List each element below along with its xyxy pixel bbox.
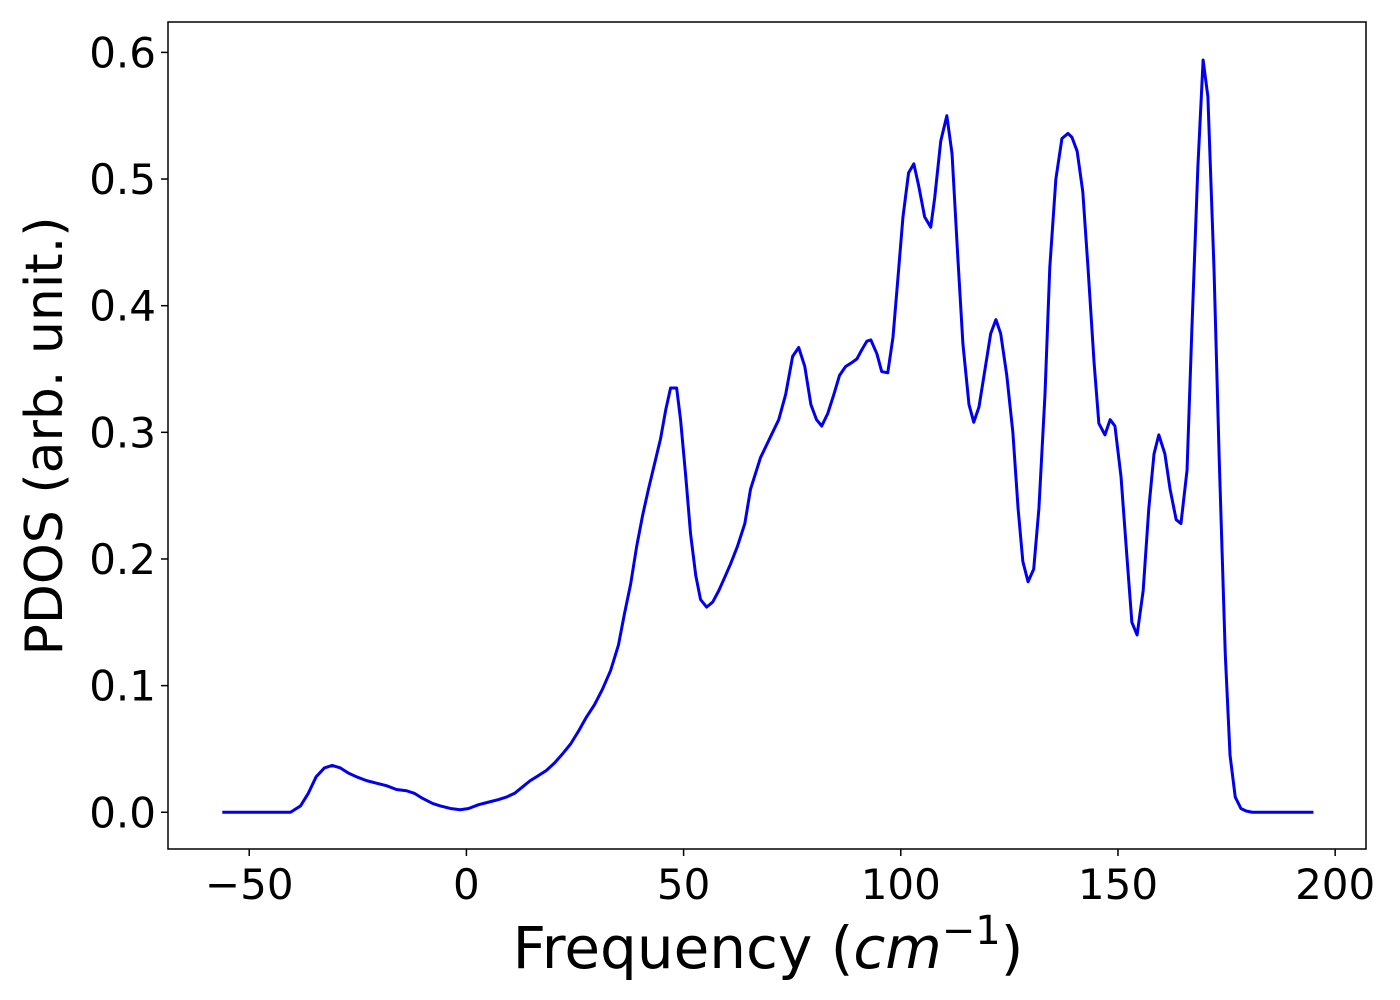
y-tick-label: 0.5 (89, 155, 156, 204)
y-tick-label: 0.1 (89, 662, 156, 711)
y-tick-label: 0.2 (89, 535, 156, 584)
y-tick-label: 0.3 (89, 408, 156, 457)
x-tick-label: 100 (861, 860, 941, 909)
x-label-text: Frequency ( (513, 914, 854, 982)
y-tick-label: 0.6 (89, 28, 156, 77)
x-tick-label: 150 (1078, 860, 1158, 909)
x-tick-label: 50 (657, 860, 710, 909)
x-tick-label: 200 (1295, 860, 1375, 909)
x-tick-label: 0 (453, 860, 480, 909)
x-label-close: ) (1001, 914, 1024, 982)
plot-frame (167, 21, 1367, 850)
data-line (222, 58, 1314, 814)
x-axis-label: Frequency (cm−1) (513, 908, 1024, 982)
y-tick-label: 0.4 (89, 282, 156, 331)
y-tick-label: 0.0 (89, 788, 156, 837)
x-label-unit: cm (853, 914, 941, 982)
x-label-exponent: −1 (942, 908, 1001, 954)
x-tick-label: −50 (205, 860, 294, 909)
y-axis-label: PDOS (arb. unit.) (15, 216, 75, 655)
